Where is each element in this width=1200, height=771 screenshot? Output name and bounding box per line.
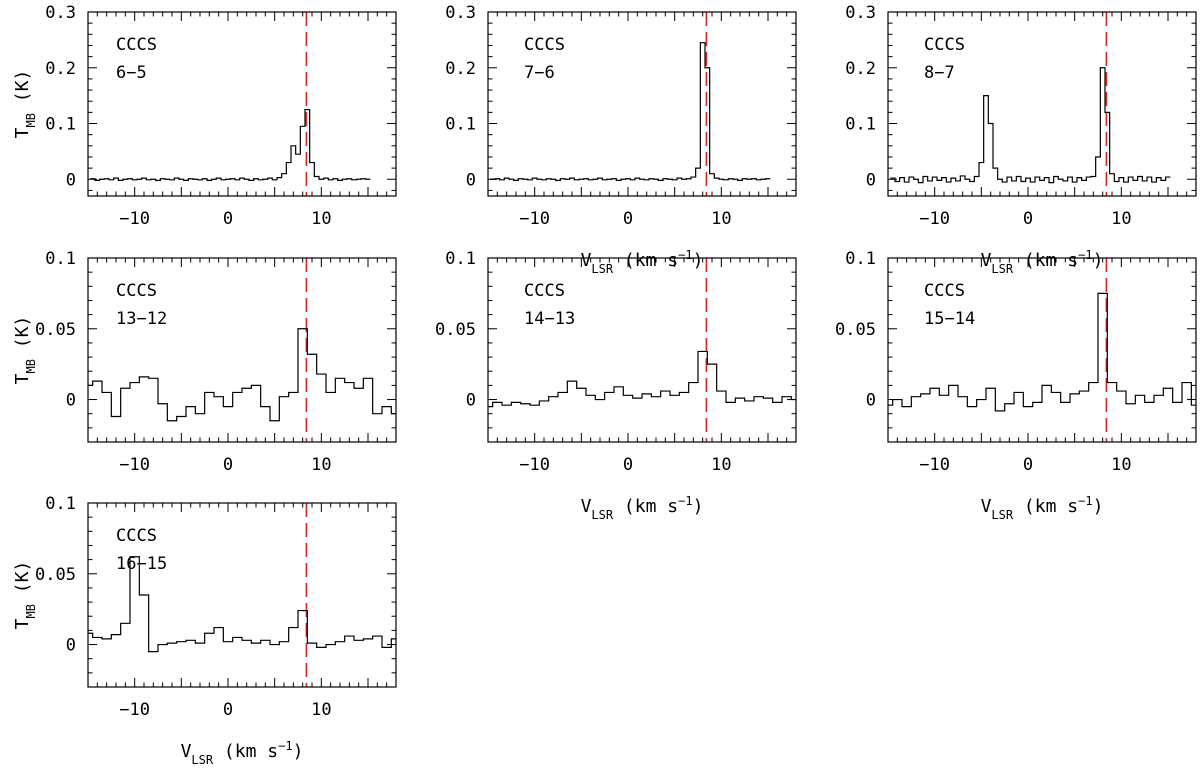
plot-frame (487, 11, 797, 197)
y-tick-label: 0.1 (445, 249, 476, 269)
x-tick-label: 10 (311, 700, 331, 720)
y-tick-label: 0.2 (845, 59, 876, 79)
spectrum-series-line (90, 108, 371, 181)
plot-frame (887, 11, 1197, 197)
molecule-label: CCCS (524, 35, 565, 55)
transition-label: 7−6 (524, 63, 555, 83)
transition-label: 14−13 (524, 309, 575, 329)
panel-2: −10 0 10 0 0.1 0.2 0.3 CCCS 7−6 VLSR (km s−1) (445, 3, 797, 276)
y-tick-label: 0.05 (835, 320, 876, 340)
plot-frame (87, 257, 397, 443)
transition-label: 16−15 (116, 554, 167, 574)
x-tick-label: 0 (223, 700, 233, 720)
y-tick-label: 0.1 (845, 249, 876, 269)
y-tick-label: 0.05 (35, 565, 76, 585)
plot-frame (87, 502, 397, 688)
x-tick-label: −10 (519, 209, 550, 229)
x-tick-label: −10 (119, 209, 150, 229)
x-axis-label: VLSR (km s−1) (181, 739, 304, 767)
y-tick-label: 0.1 (45, 249, 76, 269)
plot-frame (887, 257, 1197, 443)
x-tick-label: 10 (1111, 455, 1131, 475)
x-tick-label: −10 (519, 455, 550, 475)
x-tick-label: 10 (711, 455, 731, 475)
panel-6: −10 0 10 0 0.05 0.1 CCCS 15−14 VLSR (km s−1) (835, 249, 1197, 522)
x-tick-label: 0 (1023, 209, 1033, 229)
x-tick-label: 0 (1023, 455, 1033, 475)
plot-frame (87, 11, 397, 197)
y-tick-label: 0.3 (45, 3, 76, 23)
y-tick-label: 0 (466, 170, 476, 190)
y-tick-label: 0 (66, 636, 76, 656)
x-tick-label: 10 (711, 209, 731, 229)
panel-7: −10 0 10 0 0.05 0.1 CCCS 16−15 TMB (K) VLSR (km s… (12, 494, 397, 767)
x-tick-label: 10 (311, 455, 331, 475)
transition-label: 13−12 (116, 309, 167, 329)
x-tick-label: 0 (623, 455, 633, 475)
y-tick-label: 0.2 (45, 59, 76, 79)
x-tick-label: 10 (1111, 209, 1131, 229)
x-tick-label: 0 (223, 455, 233, 475)
y-tick-label: 0.3 (445, 3, 476, 23)
y-tick-label: 0.1 (845, 115, 876, 135)
x-axis-label: VLSR (km s−1) (981, 494, 1104, 522)
panel-1: −10 0 10 0 0.1 0.2 0.3 CCCS 6−5 TMB (K) (12, 3, 397, 229)
transition-label: 15−14 (924, 309, 975, 329)
x-tick-label: −10 (119, 700, 150, 720)
y-tick-label: 0.2 (445, 59, 476, 79)
transition-label: 8−7 (924, 63, 955, 83)
spectrum-series-line (490, 42, 771, 181)
molecule-label: CCCS (116, 281, 157, 301)
x-tick-label: −10 (119, 455, 150, 475)
y-tick-label: 0.05 (435, 320, 476, 340)
y-tick-label: 0 (866, 391, 876, 411)
panel-5: −10 0 10 0 0.05 0.1 CCCS 14−13 VLSR (km s−1) (435, 249, 797, 522)
y-tick-label: 0.1 (45, 115, 76, 135)
spectrum-series-line (890, 67, 1171, 184)
y-tick-label: 0 (66, 170, 76, 190)
x-axis-label: VLSR (km s−1) (981, 248, 1104, 276)
molecule-label: CCCS (924, 281, 965, 301)
y-tick-label: 0 (66, 391, 76, 411)
x-tick-label: 10 (311, 209, 331, 229)
x-tick-label: −10 (919, 455, 950, 475)
x-tick-label: 0 (623, 209, 633, 229)
molecule-label: CCCS (116, 526, 157, 546)
y-tick-label: 0.3 (845, 3, 876, 23)
y-tick-label: 0.1 (445, 115, 476, 135)
panel-3: −10 0 10 0 0.1 0.2 0.3 CCCS 8−7 VLSR (km s−1) (845, 3, 1197, 276)
y-axis-label: TMB (K) (12, 70, 38, 139)
spectrum-series-line (488, 350, 796, 408)
panel-4: −10 0 10 0 0.05 0.1 CCCS 13−12 TMB (K) (12, 249, 397, 475)
plot-frame (487, 257, 797, 443)
x-tick-label: −10 (919, 209, 950, 229)
y-axis-label: TMB (K) (12, 561, 38, 630)
x-axis-label: VLSR (km s−1) (581, 248, 704, 276)
molecule-label: CCCS (524, 281, 565, 301)
molecule-label: CCCS (116, 35, 157, 55)
x-axis-label: VLSR (km s−1) (581, 494, 704, 522)
y-axis-label: TMB (K) (12, 316, 38, 385)
y-tick-label: 0.1 (45, 494, 76, 514)
spectrum-series-line (888, 292, 1196, 412)
y-tick-label: 0 (466, 391, 476, 411)
transition-label: 6−5 (116, 63, 147, 83)
y-tick-label: 0.05 (35, 320, 76, 340)
x-tick-label: 0 (223, 209, 233, 229)
molecule-label: CCCS (924, 35, 965, 55)
y-tick-label: 0 (866, 170, 876, 190)
spectrum-series-line (88, 328, 396, 422)
spectrum-series-line (88, 556, 396, 653)
